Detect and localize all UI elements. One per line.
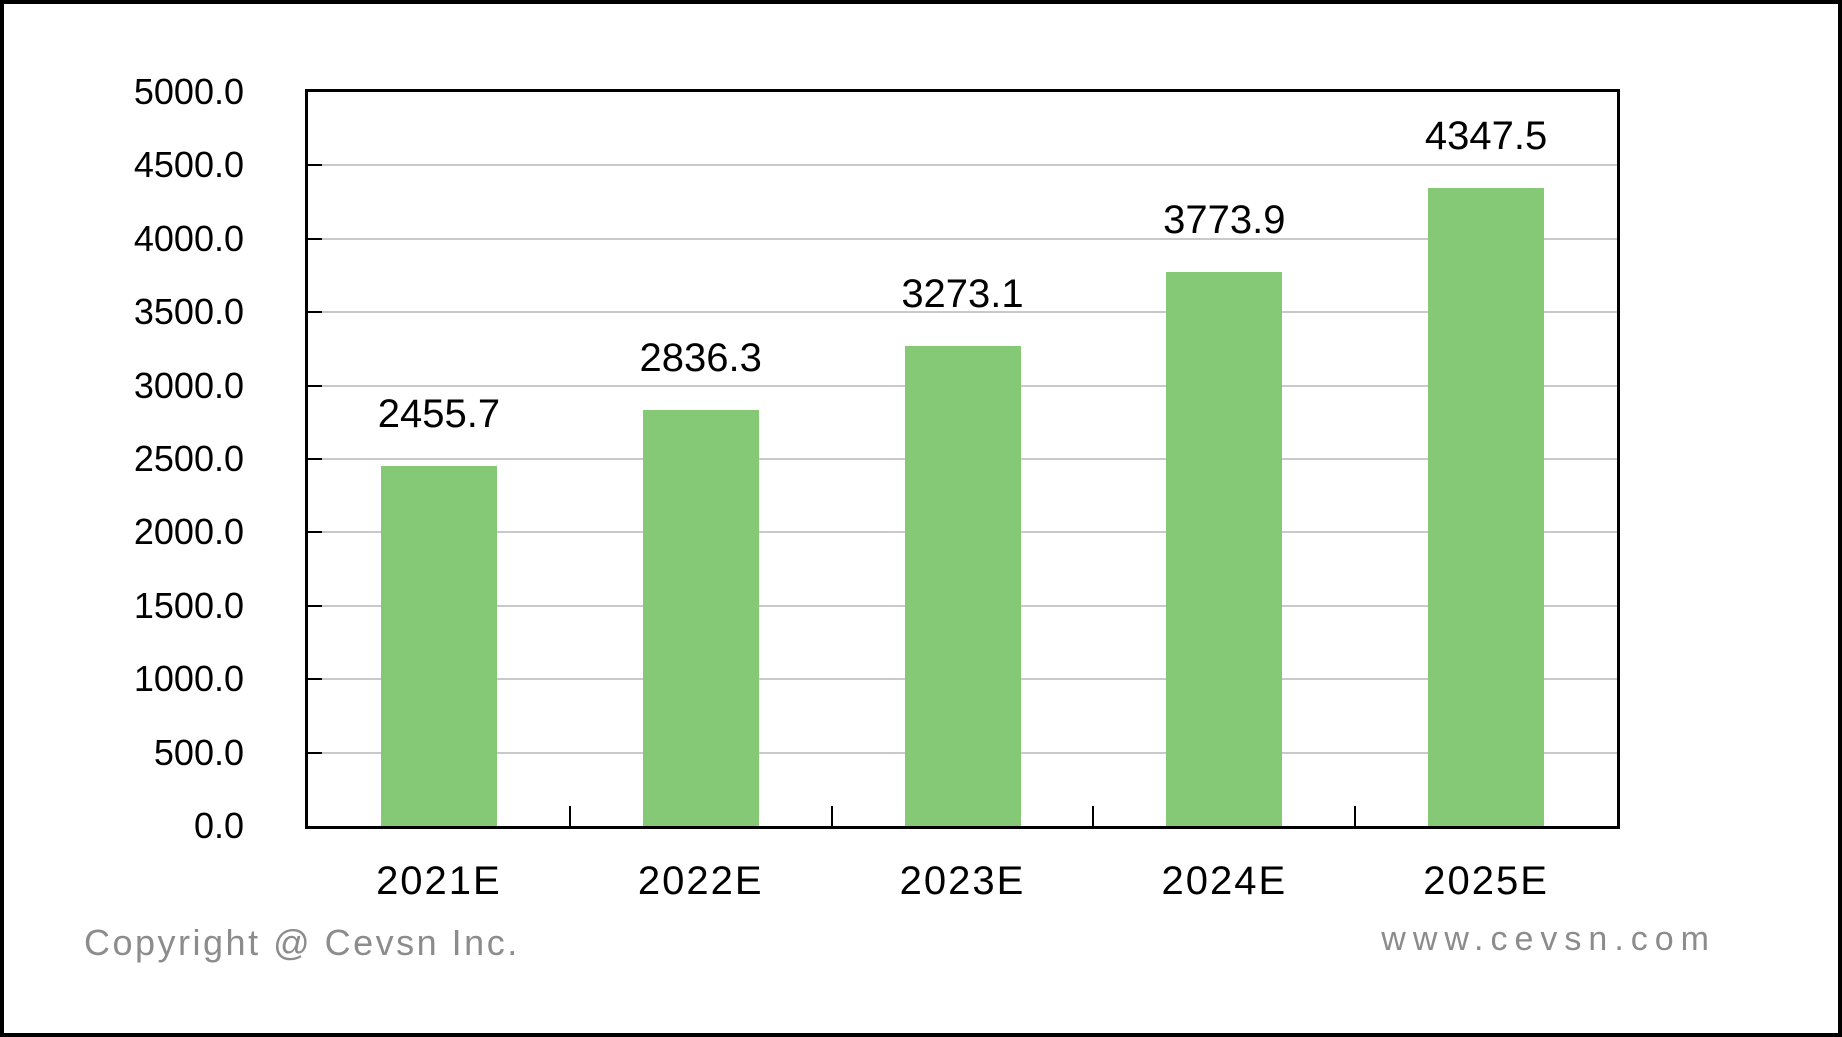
bar-value-label: 4347.5 (1424, 113, 1548, 158)
y-axis-tick-mark (308, 458, 322, 460)
x-axis-category-label: 2024E (1161, 859, 1288, 903)
website-text: www.cevsn.com (1381, 920, 1716, 958)
bar (380, 465, 497, 826)
bar (1428, 187, 1545, 826)
x-axis-category-label: 2023E (899, 859, 1026, 903)
x-axis-category-label: 2025E (1423, 859, 1549, 903)
bar-value-label: 3773.9 (1163, 198, 1286, 242)
bar (642, 409, 759, 826)
y-axis-tick-label: 1000.0 (133, 658, 244, 700)
x-axis-tick-mark (1092, 806, 1095, 826)
y-axis-tick-label: 4500.0 (133, 144, 244, 186)
x-axis-tick-mark (830, 806, 833, 826)
x-axis-category-label: 2022E (637, 859, 764, 903)
y-axis-tick-mark (308, 678, 322, 681)
y-axis-tick-label: 3500.0 (133, 291, 244, 333)
bar-value-label: 2455.7 (377, 391, 501, 436)
y-axis-tick-label: 5000.0 (133, 71, 244, 112)
y-axis-tick-label: 500.0 (153, 731, 244, 773)
y-axis-tick-label: 4000.0 (133, 217, 244, 259)
x-axis-tick-mark (568, 806, 571, 826)
y-axis-tick-label: 2000.0 (133, 511, 244, 553)
bar (904, 345, 1021, 826)
y-axis-tick-mark (308, 604, 322, 607)
x-axis-category-label: 2021E (376, 859, 502, 903)
y-axis-tick-label: 1500.0 (133, 584, 244, 626)
y-axis-tick-mark (308, 531, 322, 534)
x-axis-tick-mark (1354, 806, 1357, 826)
y-axis-tick-mark (308, 237, 322, 240)
gridline (308, 237, 1617, 240)
y-axis-tick-mark (308, 384, 322, 387)
y-axis-tick-label: 2500.0 (133, 438, 244, 479)
x-axis: 2021E 2022E 2023E 2024E 2025E (308, 858, 1617, 908)
bar (1166, 272, 1283, 826)
y-axis-tick-mark (308, 164, 322, 167)
copyright-text: Copyright @ Cevsn Inc. (84, 922, 520, 963)
gridline (308, 164, 1617, 167)
plot-area: 2455.7 2836.3 3273.1 3773.9 4347.5 (305, 89, 1620, 829)
bar-value-label: 3273.1 (901, 271, 1024, 316)
y-axis: 0.0 500.0 1000.0 1500.0 2000.0 2500.0 3000.0 35… (4, 71, 244, 846)
y-axis-tick-mark (308, 751, 322, 754)
y-axis-tick-label: 3000.0 (133, 364, 244, 406)
y-axis-tick-label: 0.0 (193, 805, 244, 846)
gridline (308, 311, 1617, 314)
bar-value-label: 2836.3 (639, 335, 762, 380)
y-axis-tick-mark (308, 311, 322, 314)
